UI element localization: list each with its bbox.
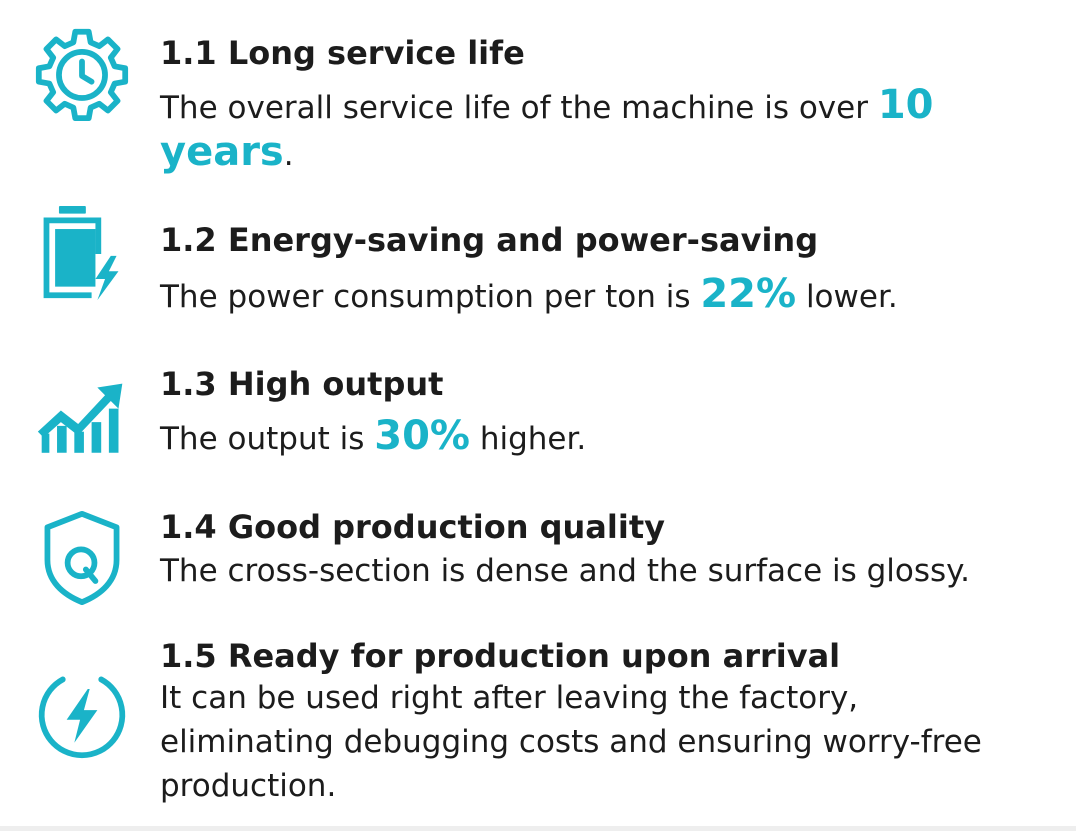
feature-title: 1.4 Good production quality bbox=[160, 508, 665, 546]
feature-description: It can be used right after leaving the f… bbox=[160, 680, 982, 804]
description-text: . bbox=[283, 137, 294, 173]
description-text: The output is bbox=[160, 421, 375, 457]
battery-charging-icon bbox=[34, 206, 130, 302]
description-text: lower. bbox=[796, 279, 898, 315]
feature-description: The overall service life of the machine … bbox=[160, 83, 1040, 177]
gear-clock-icon bbox=[34, 26, 130, 122]
feature-description: The power consumption per ton is 22% low… bbox=[160, 272, 1060, 319]
description-text: The overall service life of the machine … bbox=[160, 90, 878, 126]
description-text: higher. bbox=[469, 421, 587, 457]
feature-description: The cross-section is dense and the surfa… bbox=[160, 553, 970, 589]
bottom-divider bbox=[0, 826, 1076, 831]
lightning-circle-icon bbox=[34, 666, 130, 762]
feature-description: The output is 30% higher. bbox=[160, 414, 1060, 461]
highlight-value: 30% bbox=[374, 413, 470, 459]
quality-shield-icon bbox=[34, 510, 130, 606]
growth-chart-icon bbox=[34, 376, 130, 472]
feature-title: 1.3 High output bbox=[160, 365, 444, 403]
feature-title: 1.1 Long service life bbox=[160, 34, 525, 72]
highlight-value: 22% bbox=[700, 271, 797, 317]
highlight-value: 10 years bbox=[160, 82, 934, 175]
feature-title: 1.2 Energy-saving and power-saving bbox=[160, 221, 819, 259]
feature-title: 1.5 Ready for production upon arrival bbox=[160, 637, 841, 675]
description-text: The power consumption per ton is bbox=[160, 279, 701, 315]
